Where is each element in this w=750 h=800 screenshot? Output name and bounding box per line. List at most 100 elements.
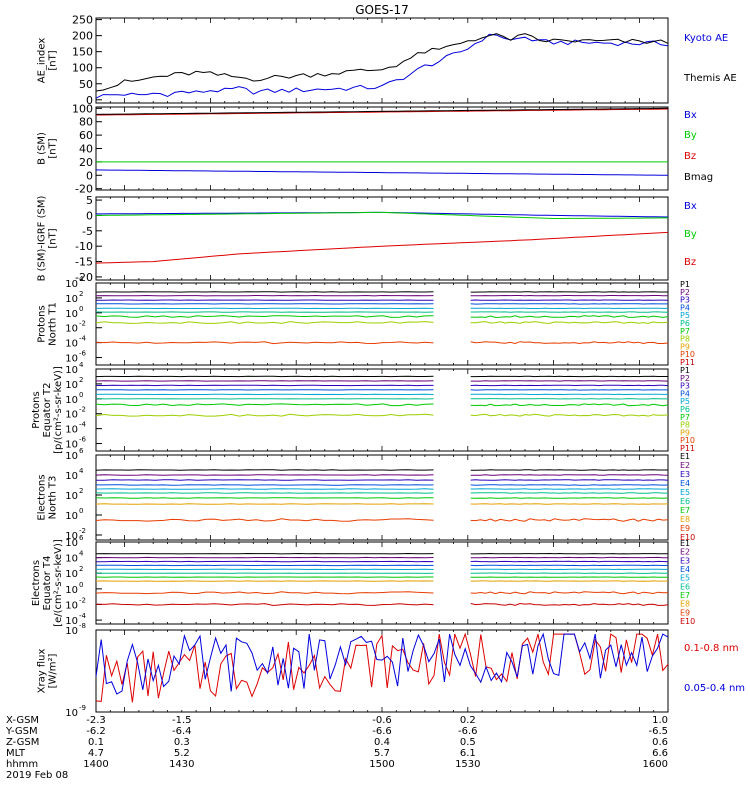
xaxis-value: 1430 (169, 759, 194, 770)
legend-entry: E4 (680, 479, 690, 488)
y-tick-exponent: -6 (79, 350, 87, 358)
panel-frame (95, 106, 669, 191)
legend-entry: E7 (680, 506, 690, 515)
legend-entry: P4 (680, 303, 690, 312)
legend-entry: P1 (680, 366, 690, 375)
channel-line-p10 (470, 341, 669, 345)
legend-entry: E3 (680, 470, 690, 479)
legend-entry: By (684, 130, 697, 141)
y-tick-label: 10 (65, 410, 78, 421)
legend-entry: P7 (680, 327, 690, 336)
y-tick-exponent: 0 (79, 305, 83, 313)
legend-entry: P10 (680, 350, 695, 359)
xaxis-value: 4.7 (88, 748, 104, 759)
y-axis-title: Xray flux (37, 649, 48, 694)
xaxis-value: -6.6 (458, 726, 478, 737)
legend-entry: E6 (680, 582, 690, 591)
y-tick-exponent: 4 (79, 467, 84, 475)
y-tick-label: 10 (65, 491, 78, 502)
y-tick-label: 0 (86, 94, 93, 107)
channel-line-e9 (95, 518, 434, 522)
panel-frame (95, 17, 669, 104)
xaxis-value: -1.5 (172, 715, 192, 726)
y-tick-label: 10 (65, 380, 78, 391)
y-tick-label: 60 (79, 129, 93, 142)
y-tick-exponent: 0 (79, 391, 83, 399)
legend-entry: P10 (680, 436, 695, 445)
y-tick-label: 10 (65, 365, 78, 376)
legend-entry: E5 (680, 488, 690, 497)
y-tick-label: 10 (65, 425, 78, 436)
series-line-bz (95, 231, 669, 264)
y-tick-label: 10 (65, 600, 78, 611)
y-tick-label: 10 (65, 554, 78, 565)
channel-line-p7 (470, 403, 669, 407)
xaxis-value: 1530 (455, 759, 480, 770)
legend-entry: P1 (680, 280, 690, 289)
series-line-bz (96, 108, 669, 116)
xaxis-value: -2.3 (86, 715, 106, 726)
y-tick-exponent: -8 (79, 622, 86, 630)
y-tick-label: -10 (75, 240, 93, 253)
y-tick-exponent: 2 (79, 565, 83, 573)
legend-entry: Bz (684, 151, 696, 162)
channel-line-e9 (95, 591, 434, 595)
y-axis-title: [nT] (48, 138, 59, 158)
y-axis-title: Equator T4 (42, 556, 53, 611)
y-tick-label: 10 (65, 309, 78, 320)
y-tick-label: 80 (79, 116, 93, 129)
legend-entry: E2 (680, 548, 690, 557)
y-tick-label: 10 (65, 531, 78, 542)
legend-entry: E8 (680, 515, 690, 524)
y-tick-exponent: 6 (79, 447, 84, 455)
y-tick-exponent: -2 (79, 320, 86, 328)
y-tick-exponent: 4 (79, 361, 84, 369)
y-tick-label: -20 (75, 271, 93, 284)
y-tick-label: 10 (65, 354, 78, 365)
legend-entry: P2 (680, 374, 690, 383)
series-line-bx (95, 169, 669, 176)
y-tick-exponent: -4 (79, 612, 87, 620)
channel-line-p8 (470, 321, 669, 324)
y-tick-exponent: 4 (79, 275, 84, 283)
y-tick-label: 40 (79, 143, 93, 156)
legend-entry: E9 (680, 524, 690, 533)
y-tick-label: 5 (86, 194, 93, 207)
channel-line-e9 (470, 518, 669, 522)
xaxis-value: 0.2 (460, 715, 476, 726)
legend-entry: Bmag (684, 172, 713, 183)
xray-line-short (95, 632, 669, 695)
y-tick-label: 20 (79, 156, 93, 169)
channel-line-e10 (95, 603, 434, 607)
legend-entry: P8 (680, 335, 690, 344)
legend-entry: E1 (680, 539, 690, 548)
y-tick-exponent: -6 (79, 436, 87, 444)
y-tick-exponent: 2 (79, 487, 83, 495)
y-axis-title: Electrons (37, 474, 48, 520)
y-axis-title: [W/m²] (48, 653, 59, 688)
y-tick-exponent: -4 (79, 335, 87, 343)
series-line-bmag (95, 107, 669, 115)
xaxis-value: 1.0 (652, 715, 668, 726)
xaxis-value: 1500 (369, 759, 394, 770)
y-tick-label: 50 (79, 78, 93, 91)
series-line-kyoto-ae (95, 33, 669, 99)
legend-entry: P11 (680, 444, 695, 453)
xray-line-long (95, 632, 669, 703)
y-tick-exponent: 2 (79, 376, 83, 384)
y-tick-label: 10 (65, 585, 78, 596)
y-tick-label: 10 (65, 339, 78, 350)
xaxis-value: -6.2 (86, 726, 106, 737)
y-tick-label: 200 (72, 30, 93, 43)
xaxis-value: 6.1 (460, 748, 476, 759)
y-tick-exponent: 0 (79, 581, 83, 589)
channel-line-p8 (470, 413, 669, 417)
legend-entry: Bx (684, 110, 697, 121)
series-line-themis-ae (95, 33, 669, 92)
xaxis-value: 1400 (83, 759, 108, 770)
legend-entry: Bx (684, 201, 697, 212)
